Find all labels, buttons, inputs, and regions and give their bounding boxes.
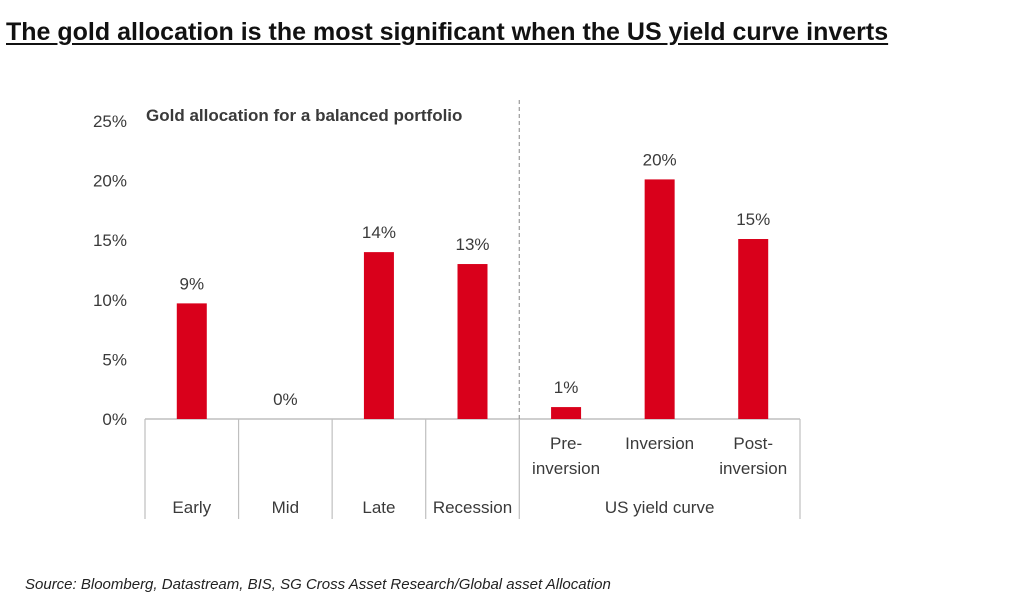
- bar-5: [644, 179, 675, 419]
- group-label: Mid: [272, 498, 299, 517]
- chart-title: Gold allocation for a balanced portfolio: [146, 106, 462, 125]
- bar-0: [176, 303, 207, 419]
- y-tick-label: 15%: [93, 231, 127, 250]
- y-tick-label: 25%: [93, 112, 127, 131]
- value-label: 9%: [179, 274, 204, 293]
- y-tick-label: 20%: [93, 172, 127, 191]
- group-label: Late: [362, 498, 395, 517]
- y-tick-label: 10%: [93, 291, 127, 310]
- value-label: 0%: [273, 390, 298, 409]
- bar-2: [363, 252, 394, 419]
- y-tick-label: 5%: [102, 350, 127, 369]
- headline: The gold allocation is the most signific…: [6, 18, 889, 46]
- x-tick-label: Post-: [733, 434, 773, 453]
- bar-6: [738, 239, 769, 419]
- x-tick-label: Pre-: [550, 434, 582, 453]
- value-label: 20%: [643, 150, 677, 169]
- bar-4: [551, 407, 582, 419]
- group-label: US yield curve: [605, 498, 715, 517]
- x-tick-label: inversion: [532, 459, 600, 478]
- x-tick-label: Inversion: [625, 434, 694, 453]
- bar-3: [457, 264, 488, 419]
- value-label: 15%: [736, 210, 770, 229]
- value-label: 13%: [455, 235, 489, 254]
- group-label: Recession: [433, 498, 512, 517]
- source-note: Source: Bloomberg, Datastream, BIS, SG C…: [25, 576, 611, 593]
- y-tick-label: 0%: [102, 410, 127, 429]
- value-label: 1%: [554, 378, 579, 397]
- value-label: 14%: [362, 223, 396, 242]
- x-tick-label: inversion: [719, 459, 787, 478]
- group-label: Early: [172, 498, 211, 517]
